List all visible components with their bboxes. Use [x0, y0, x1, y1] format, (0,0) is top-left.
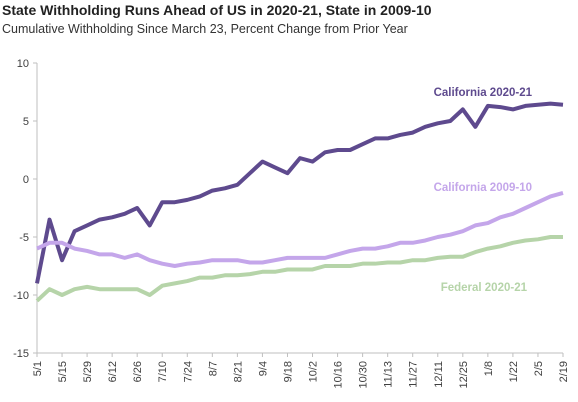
x-tick-label: 5/1 [32, 361, 44, 376]
x-tick-label: 9/4 [257, 361, 269, 376]
x-tick-label: 6/12 [107, 361, 119, 382]
x-tick-label: 12/11 [433, 361, 445, 388]
y-tick-label: -5 [19, 232, 29, 244]
x-tick-label: 5/29 [82, 361, 94, 382]
series-line [36, 190, 564, 268]
x-tick-label: 10/16 [333, 361, 345, 389]
x-tick-label: 9/18 [282, 361, 294, 382]
x-tick-label: 7/24 [182, 361, 194, 382]
x-tick-label: 8/7 [207, 361, 219, 376]
x-tick-label: 12/25 [458, 361, 470, 389]
series-label: California 2009-10 [434, 182, 532, 194]
series-label: California 2020-21 [434, 87, 533, 99]
y-tick-label: 5 [23, 116, 29, 128]
x-tick-label: 8/21 [232, 361, 244, 382]
chart-title: State Withholding Runs Ahead of US in 20… [2, 2, 432, 18]
chart-subtitle: Cumulative Withholding Since March 23, P… [2, 22, 408, 36]
x-tick-label: 11/13 [383, 361, 395, 388]
series-line [35, 101, 564, 284]
y-tick-label: 10 [17, 58, 29, 70]
y-tick-label: 0 [23, 174, 29, 186]
x-tick-label: 6/26 [132, 361, 144, 382]
x-tick-label: 10/2 [308, 361, 320, 382]
y-tick-label: -15 [13, 348, 29, 360]
x-tick-label: 5/15 [57, 361, 69, 382]
series-label: Federal 2020-21 [441, 282, 528, 294]
x-tick-label: 2/19 [558, 361, 570, 382]
x-tick-label: 7/10 [157, 361, 169, 382]
x-tick-label: 1/22 [508, 361, 520, 382]
x-tick-label: 1/8 [483, 361, 495, 376]
y-tick-label: -10 [13, 290, 29, 302]
x-tick-label: 11/27 [408, 361, 420, 388]
x-tick-label: 2/5 [533, 361, 545, 376]
series-line [35, 235, 563, 303]
x-tick-label: 10/30 [358, 361, 370, 389]
